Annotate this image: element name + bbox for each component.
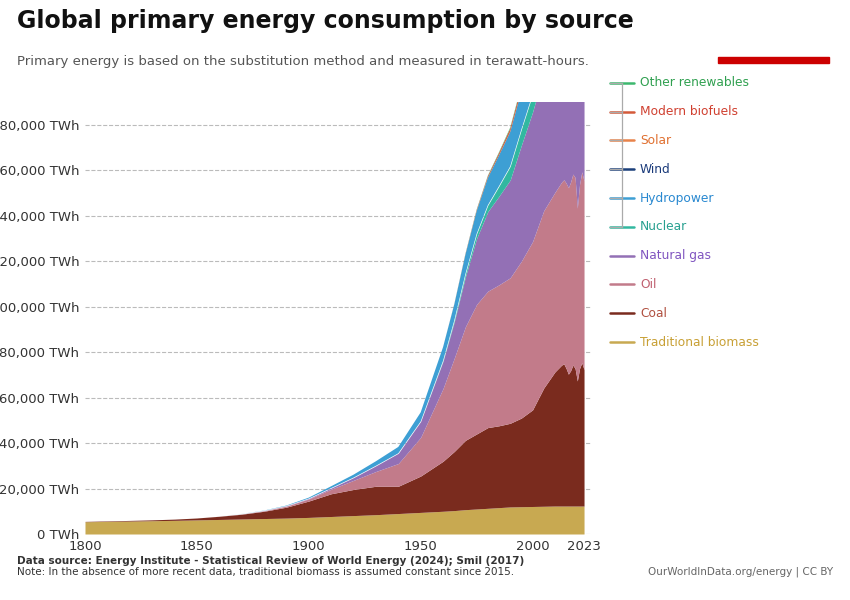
Text: Primary energy is based on the substitution method and measured in terawatt-hour: Primary energy is based on the substitut… <box>17 55 589 68</box>
Text: Global primary energy consumption by source: Global primary energy consumption by sou… <box>17 9 634 33</box>
Text: Nuclear: Nuclear <box>640 220 688 233</box>
Text: Note: In the absence of more recent data, traditional biomass is assumed constan: Note: In the absence of more recent data… <box>17 567 514 577</box>
Text: Wind: Wind <box>640 163 671 176</box>
Text: Natural gas: Natural gas <box>640 249 711 262</box>
Text: Data source: Energy Institute - Statistical Review of World Energy (2024); Smil : Data source: Energy Institute - Statisti… <box>17 556 524 566</box>
Text: Solar: Solar <box>640 134 672 147</box>
Text: OurWorldInData.org/energy | CC BY: OurWorldInData.org/energy | CC BY <box>648 566 833 577</box>
Text: Our World: Our World <box>747 23 800 33</box>
Text: Traditional biomass: Traditional biomass <box>640 335 759 349</box>
Text: Modern biofuels: Modern biofuels <box>640 105 738 118</box>
Bar <box>718 56 829 63</box>
Text: Coal: Coal <box>640 307 667 320</box>
Text: Oil: Oil <box>640 278 656 291</box>
Text: in Data: in Data <box>755 39 792 49</box>
Text: Hydropower: Hydropower <box>640 191 715 205</box>
Text: Other renewables: Other renewables <box>640 76 749 89</box>
